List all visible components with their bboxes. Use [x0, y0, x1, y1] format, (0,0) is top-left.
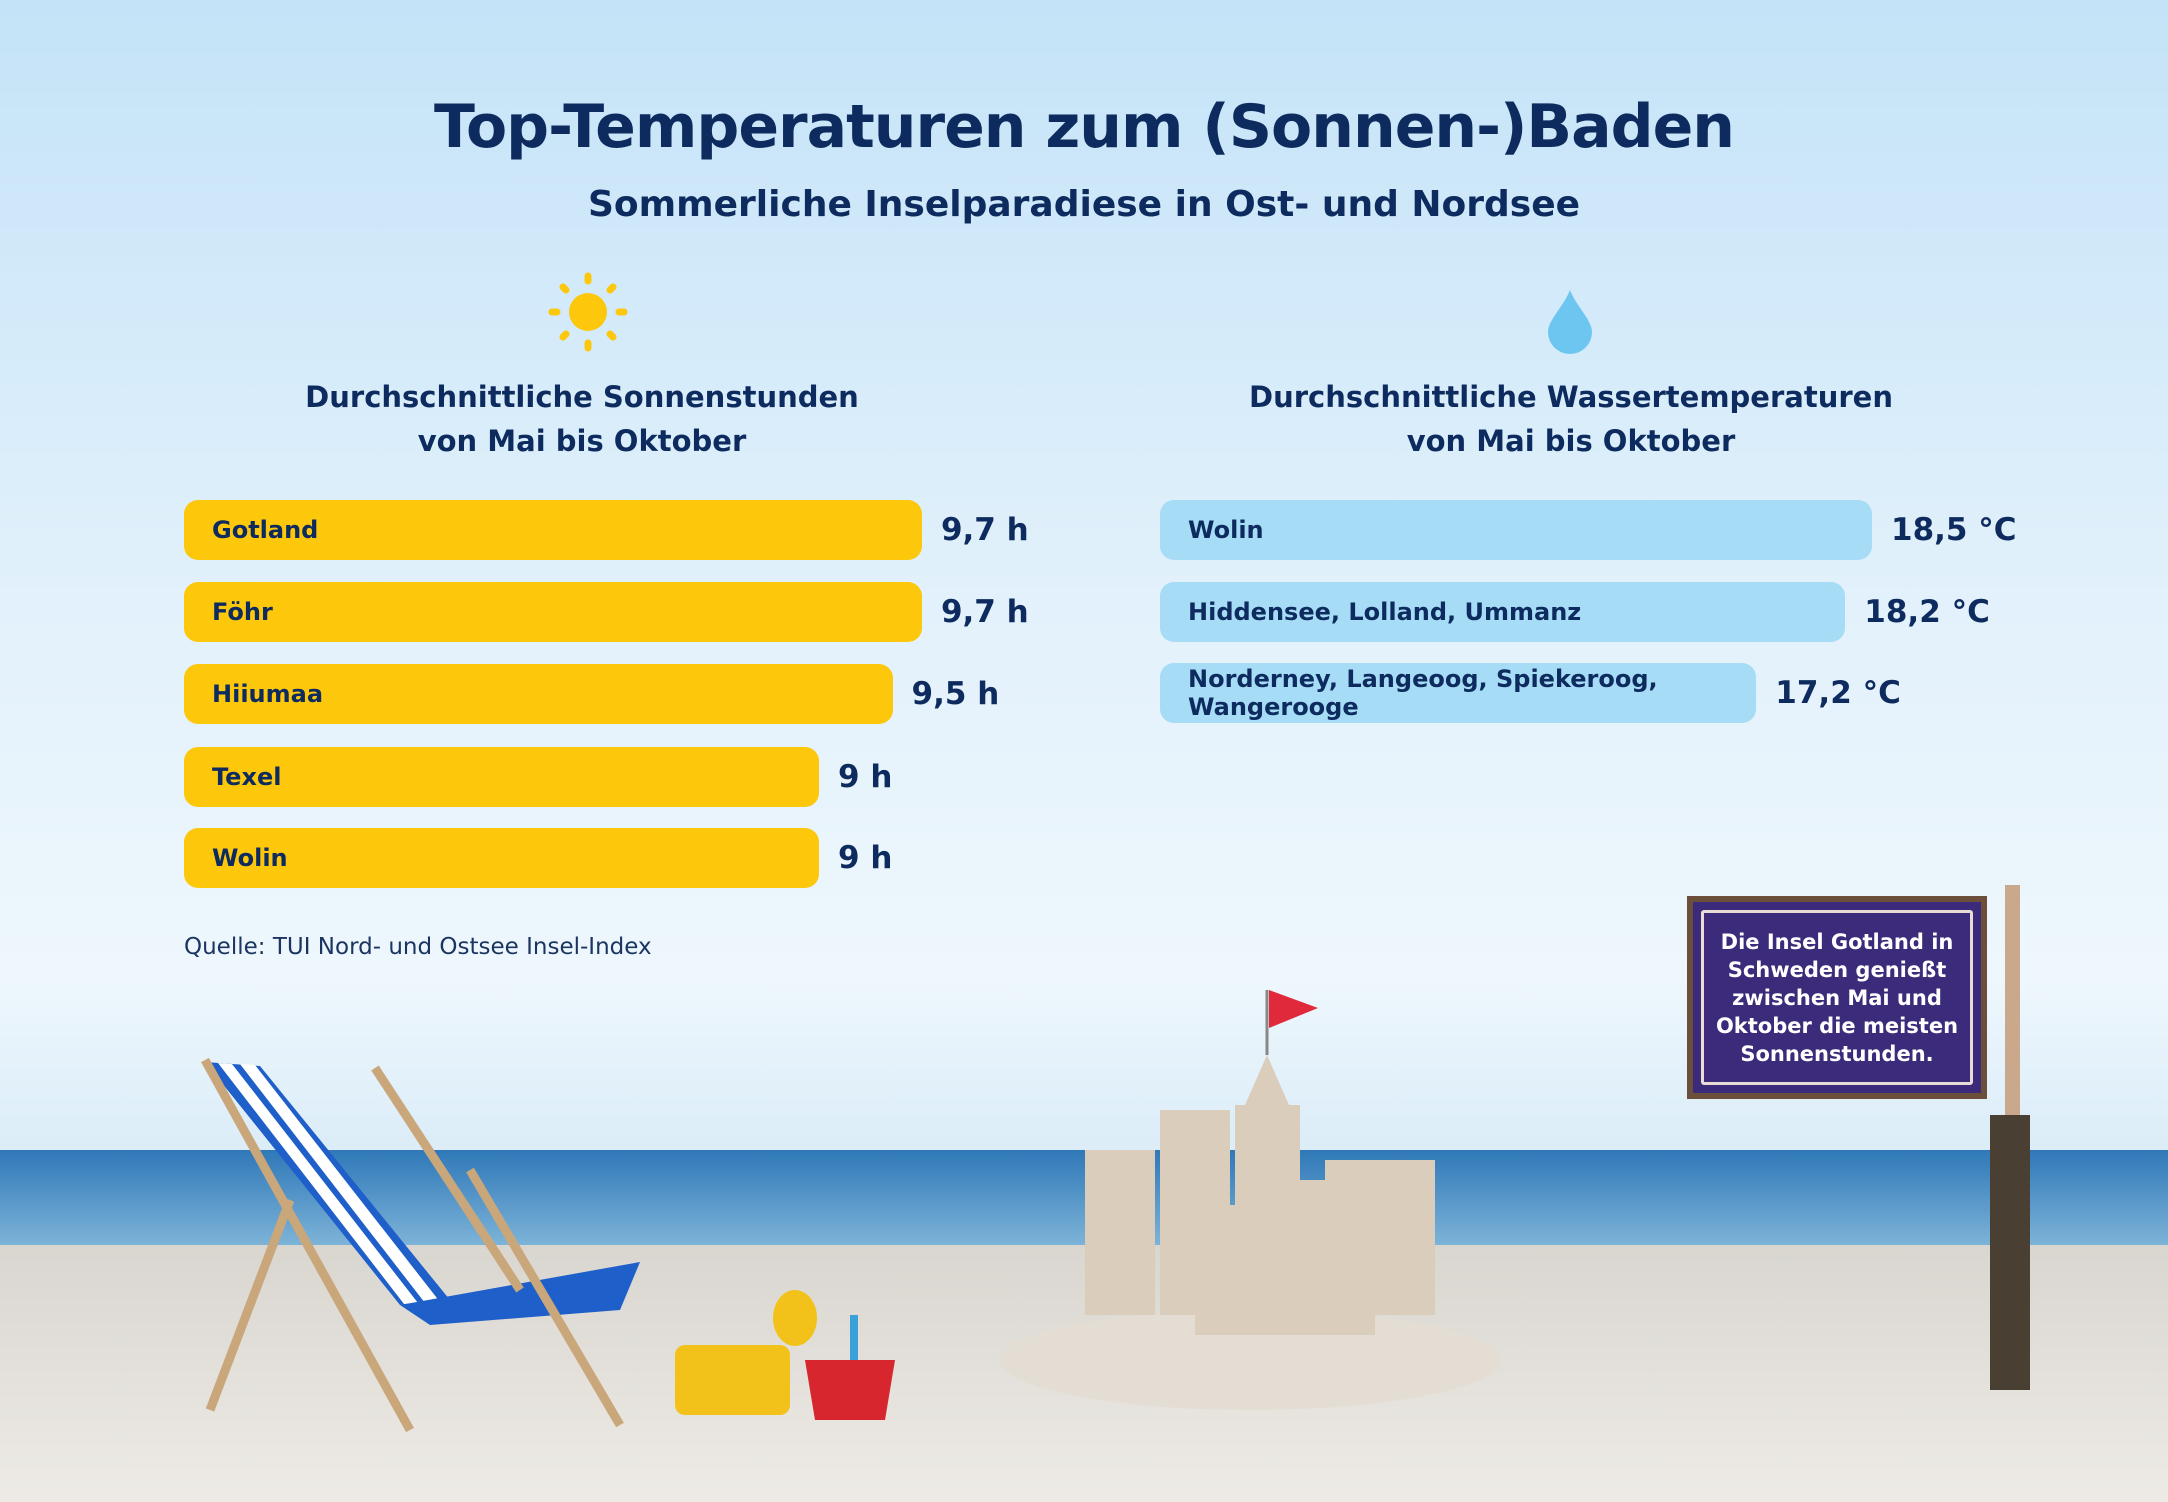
signpost: [1990, 885, 2030, 1390]
heading-line: von Mai bis Oktober: [417, 424, 747, 458]
bar-value-label: 9,7 h: [940, 512, 1029, 548]
bar-category-label: Texel: [212, 763, 282, 791]
source-note: Quelle: TUI Nord- und Ostsee Insel-Index: [184, 934, 652, 960]
bar-value-label: 9,7 h: [940, 594, 1029, 630]
bar-category-label: Gotland: [212, 516, 319, 544]
bar-value-label: 18,5 °C: [1891, 512, 2017, 548]
bar-value-label: 18,2 °C: [1864, 594, 1990, 630]
heading-line: Durchschnittliche Sonnenstunden: [305, 380, 859, 414]
bar: Norderney, Langeoog, Spiekeroog, Wangero…: [1160, 663, 1757, 723]
bar: Hiiumaa: [184, 664, 893, 724]
sun-chart-heading: Durchschnittliche Sonnenstunden von Mai …: [232, 375, 932, 463]
page-title: Top-Temperaturen zum (Sonnen-)Baden: [433, 92, 1735, 162]
sun-icon: [548, 272, 628, 352]
bar: Wolin: [184, 828, 820, 888]
bar-value-label: 9 h: [838, 840, 893, 876]
bar: Hiddensee, Lolland, Ummanz: [1160, 582, 1846, 642]
heading-line: von Mai bis Oktober: [1406, 424, 1736, 458]
bar-value-label: 17,2 °C: [1775, 675, 1901, 711]
sign-border: [1701, 910, 1973, 1085]
deck-chair: [201, 1057, 640, 1433]
bar-category-label: Hiiumaa: [212, 680, 324, 708]
heading-line: Durchschnittliche Wassertemperaturen: [1249, 380, 1893, 414]
page-subtitle: Sommerliche Inselparadiese in Ost- und N…: [587, 184, 1581, 225]
bar-category-label: Föhr: [212, 598, 273, 626]
bar: Föhr: [184, 582, 922, 642]
info-sign: Die Insel Gotland in Schweden genießt zw…: [1687, 896, 1987, 1099]
sandcastle: [1000, 990, 1500, 1410]
bar-value-label: 9,5 h: [911, 676, 1000, 712]
bar-category-label: Wolin: [1188, 516, 1264, 544]
bar: Wolin: [1160, 500, 1872, 560]
bar: Texel: [184, 747, 820, 807]
beach-toys: [675, 1290, 895, 1420]
sign-text: Die Insel Gotland in Schweden genießt zw…: [1715, 929, 1959, 1066]
water-drop-icon: [1548, 290, 1592, 354]
bar-category-label: Norderney, Langeoog, Spiekeroog, Wangero…: [1188, 665, 1658, 721]
bar-value-label: 9 h: [838, 759, 893, 795]
bar-category-label: Hiddensee, Lolland, Ummanz: [1188, 598, 1582, 626]
water-chart-heading: Durchschnittliche Wassertemperaturen von…: [1221, 375, 1921, 463]
bar: Gotland: [184, 500, 922, 560]
bar-category-label: Wolin: [212, 844, 288, 872]
